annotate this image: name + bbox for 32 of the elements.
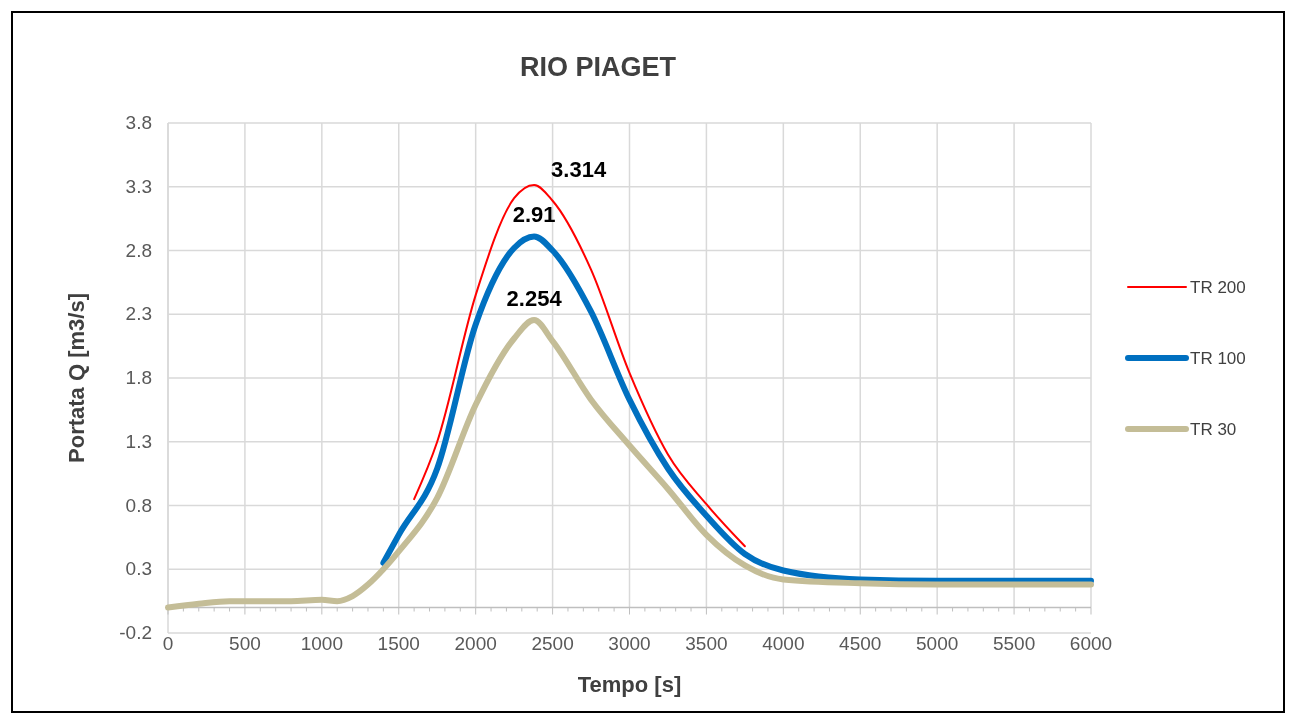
y-tick-label: 1.3 [125, 430, 152, 452]
y-tick-label: 1.8 [125, 367, 152, 388]
data-label: 2.91 [512, 202, 556, 228]
chart-title: RIO PIAGET [519, 52, 677, 82]
y-tick-label: 0.8 [125, 494, 152, 516]
x-tick-label: 4000 [762, 633, 805, 654]
x-tick-label: 0 [162, 633, 174, 654]
x-tick-label: 1500 [377, 633, 420, 654]
data-label: 3.314 [551, 156, 607, 182]
data-label: 2.254 [506, 286, 563, 312]
x-tick-label: 3000 [608, 633, 651, 654]
x-tick-label: 2500 [531, 633, 574, 654]
y-tick-label: 0.3 [125, 558, 152, 580]
x-tick-label: 6000 [1069, 633, 1113, 654]
legend-label: TR 100 [1190, 349, 1246, 368]
x-tick-label: 1000 [300, 633, 343, 654]
x-tick-label: 3500 [685, 633, 728, 654]
y-tick-label: -0.2 [119, 622, 152, 643]
line-series [413, 183, 746, 548]
x-axis-title: Tempo [s] [577, 672, 682, 697]
legend-label: TR 30 [1190, 420, 1237, 439]
y-tick-label: 2.3 [125, 303, 152, 325]
legend-label: TR 200 [1190, 278, 1246, 297]
y-tick-label: 2.8 [125, 239, 152, 261]
x-tick-label: 2000 [454, 633, 497, 654]
y-tick-label: 3.3 [125, 175, 152, 197]
x-tick-label: 5000 [916, 633, 959, 654]
y-axis-title: Portata Q [m3/s] [64, 293, 89, 463]
x-tick-label: 500 [229, 633, 261, 654]
x-tick-label: 4500 [839, 633, 882, 654]
x-tick-label: 5500 [992, 633, 1036, 654]
y-tick-label: 3.8 [125, 112, 152, 133]
